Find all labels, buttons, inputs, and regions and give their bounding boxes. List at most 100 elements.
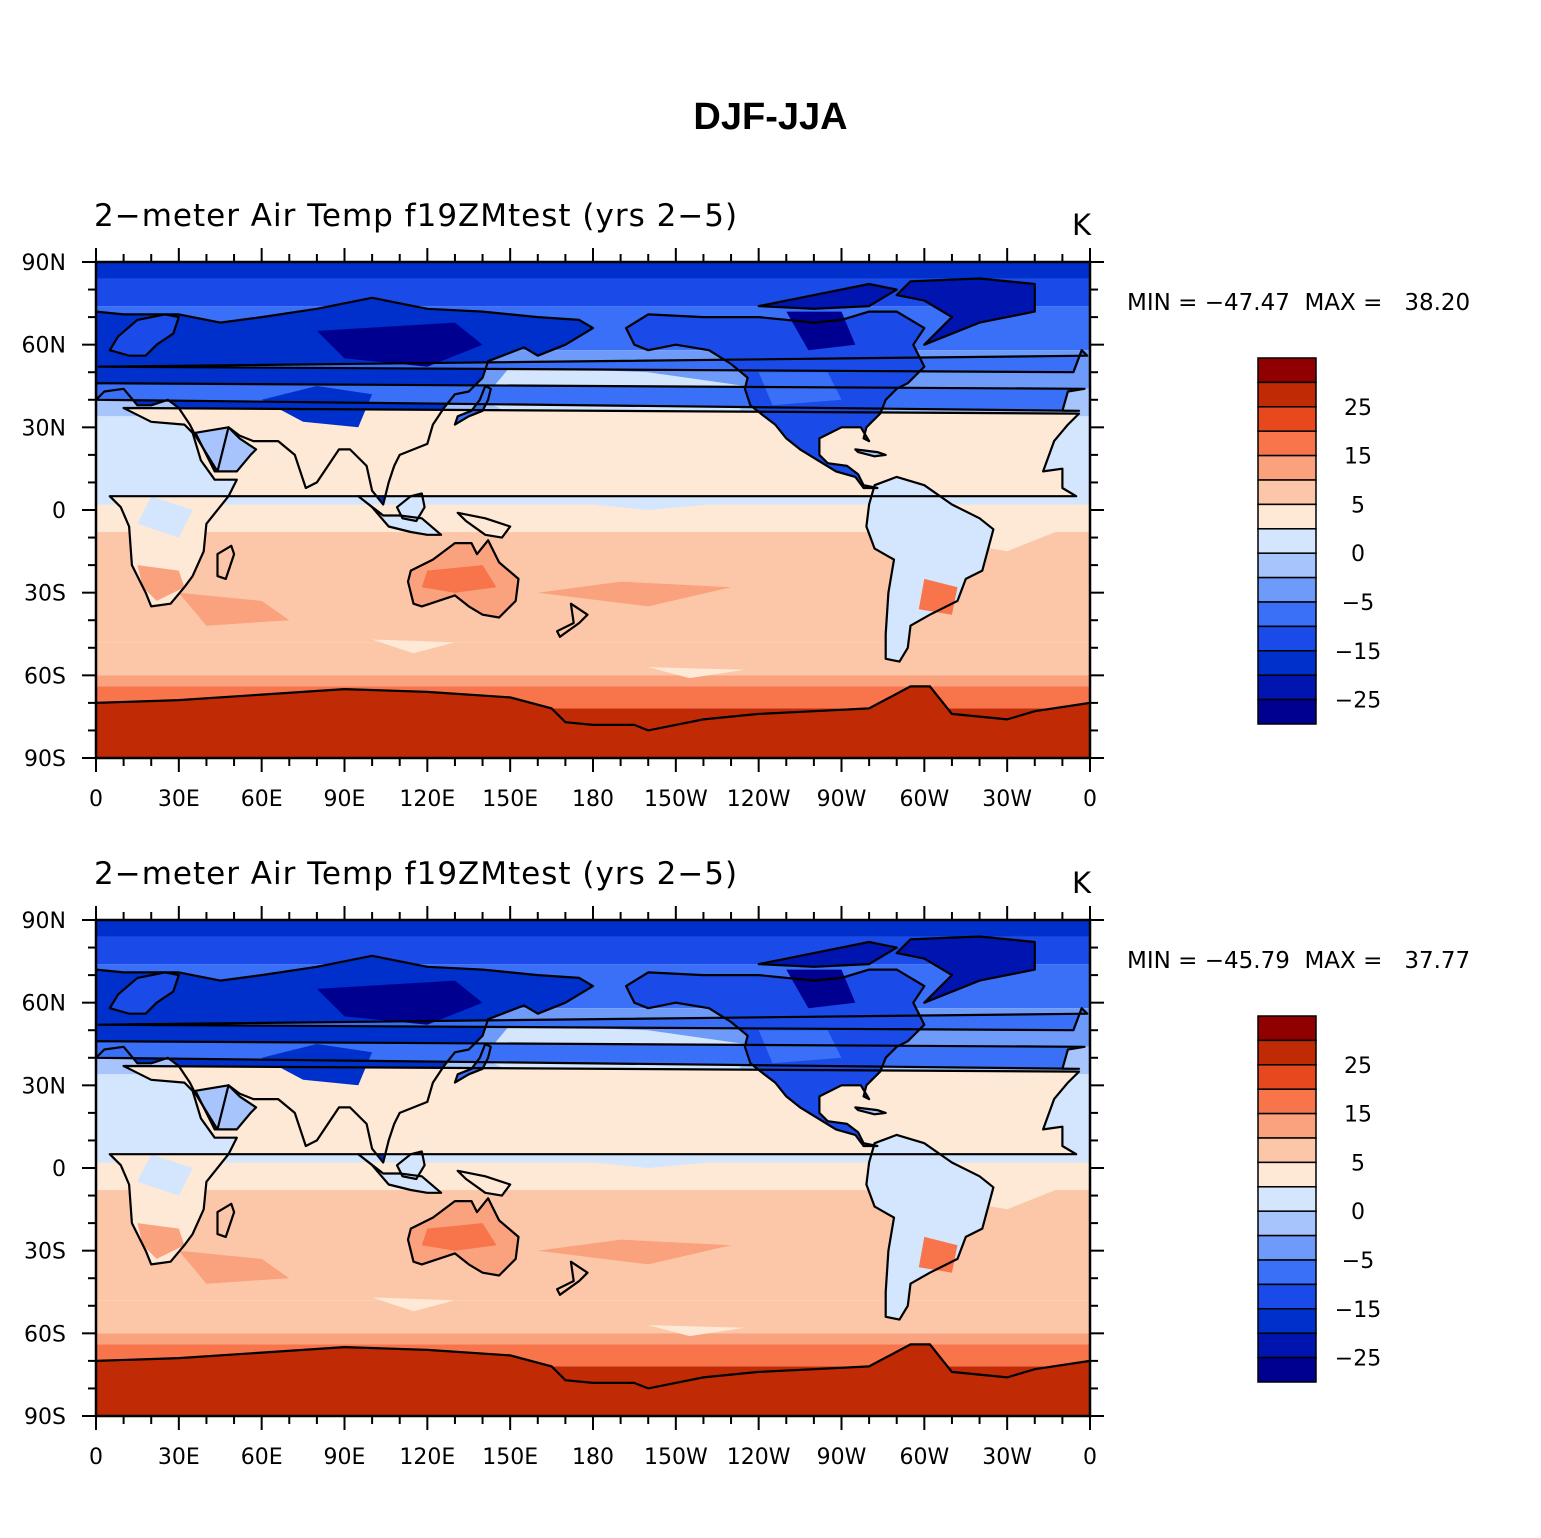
- color-legend: 25 15 5 0 −5 −15 −25: [1257, 357, 1381, 725]
- contour-region: [316, 322, 483, 367]
- legend-box: [1257, 1186, 1317, 1212]
- legend-box: [1257, 1088, 1317, 1115]
- lat-label: 60S: [24, 1322, 66, 1347]
- legend-box: [1257, 625, 1317, 652]
- contour-region: [372, 639, 455, 654]
- panel-title: 2−meter Air Temp f19ZMtest (yrs 2−5): [94, 198, 739, 234]
- coastline: [555, 1260, 589, 1296]
- land-madagascar: [217, 1203, 235, 1237]
- coastline: [854, 448, 887, 458]
- legend-box: [1257, 528, 1317, 554]
- coastline: [96, 1040, 1086, 1070]
- land-africa: [109, 1066, 1080, 1265]
- contour-region: [137, 565, 185, 601]
- lat-label: 60S: [24, 664, 66, 689]
- legend-box: [1257, 576, 1317, 603]
- coastline: [194, 1084, 258, 1131]
- lon-label: 60W: [899, 787, 949, 812]
- lon-label: 90E: [324, 787, 366, 812]
- legend-box: [1257, 674, 1317, 701]
- land-arcticislands: [758, 942, 897, 967]
- coastline: [96, 296, 595, 506]
- lat-label: 90N: [22, 909, 66, 934]
- contour-field: [96, 920, 1090, 1416]
- legend-box: [1257, 430, 1317, 457]
- coastline: [865, 475, 995, 663]
- lon-label: 90W: [817, 1445, 867, 1470]
- legend-box: [1257, 601, 1317, 628]
- legend-box: [1257, 1259, 1317, 1286]
- legend-box: [1257, 650, 1317, 676]
- coastline: [456, 511, 512, 539]
- panel-units: K: [1072, 208, 1092, 242]
- coastline: [395, 492, 426, 523]
- land-antarctica: [96, 686, 1090, 758]
- land-scandinavia: [109, 314, 179, 356]
- panel-units: K: [1072, 866, 1092, 900]
- lat-band: [96, 675, 1090, 687]
- lon-label: 180: [572, 1445, 614, 1470]
- contour-region: [421, 565, 497, 593]
- coastline: [357, 495, 443, 536]
- lon-label: 120E: [399, 787, 455, 812]
- coastline: [624, 968, 926, 1148]
- coastline: [108, 406, 1081, 608]
- lat-label: 90S: [24, 1405, 66, 1430]
- legend-label: −15: [1335, 1298, 1381, 1323]
- legend-label: 15: [1344, 1103, 1372, 1128]
- legend-box: [1257, 1161, 1317, 1188]
- legend-label: 5: [1351, 493, 1365, 518]
- land-borneo: [397, 493, 425, 521]
- coastline: [555, 602, 589, 638]
- coastline: [96, 954, 595, 1164]
- coastline: [624, 310, 926, 490]
- coastline: [357, 1153, 443, 1194]
- lon-label: 90W: [817, 787, 867, 812]
- legend-box: [1257, 503, 1317, 530]
- contour-region: [758, 1030, 842, 1064]
- legend-label: 25: [1344, 1054, 1372, 1079]
- land-newguinea: [457, 1170, 511, 1196]
- lon-label: 30E: [158, 1445, 200, 1470]
- contour-region: [537, 1239, 732, 1265]
- legend-box: [1257, 1356, 1317, 1383]
- lat-label: 0: [52, 499, 66, 524]
- coastline: [406, 1197, 520, 1277]
- legend-label: −25: [1335, 689, 1381, 714]
- coastline: [895, 277, 1036, 346]
- lon-label: 150W: [644, 787, 708, 812]
- coastline: [395, 1150, 426, 1181]
- legend-box: [1257, 552, 1317, 579]
- lon-label: 180: [572, 787, 614, 812]
- coastline: [96, 1343, 1090, 1390]
- contour-region: [178, 1250, 290, 1284]
- legend-box: [1257, 381, 1317, 408]
- lat-label: 90N: [22, 251, 66, 276]
- contour-region: [261, 386, 373, 428]
- lat-label: 60N: [22, 992, 66, 1017]
- coastline: [865, 1133, 995, 1321]
- min-max-stats: MIN = −47.47 MAX = 38.20: [1127, 290, 1471, 316]
- contour-region: [648, 667, 745, 679]
- lat-band: [96, 642, 1090, 676]
- lon-label: 60E: [241, 787, 283, 812]
- lat-label: 30N: [22, 1074, 66, 1099]
- lat-band: [96, 262, 1090, 279]
- coastline: [854, 1106, 887, 1116]
- coastline: [97, 1007, 1089, 1032]
- lon-label: 60W: [899, 1445, 949, 1470]
- contour-region: [137, 1223, 185, 1259]
- legend-label: 0: [1351, 542, 1365, 567]
- land-arcticislands: [758, 284, 897, 309]
- land-africa: [109, 408, 1080, 607]
- legend-box: [1257, 357, 1317, 384]
- panel-title: 2−meter Air Temp f19ZMtest (yrs 2−5): [94, 856, 739, 892]
- lon-label: 0: [1083, 1445, 1097, 1470]
- coastline: [194, 426, 258, 473]
- map-panel-2: 2−meter Air Temp f19ZMtest (yrs 2−5) K 0…: [0, 856, 1541, 1496]
- legend-box: [1257, 1039, 1317, 1066]
- map-panel-1: 2−meter Air Temp f19ZMtest (yrs 2−5) K 0…: [0, 198, 1541, 838]
- temperature-map: 0 30E 60E 90E 120E 150E 180 150W 120W 90W 60W 30W 09…: [22, 248, 1104, 812]
- legend-box: [1257, 1137, 1317, 1164]
- legend-box: [1257, 1283, 1317, 1310]
